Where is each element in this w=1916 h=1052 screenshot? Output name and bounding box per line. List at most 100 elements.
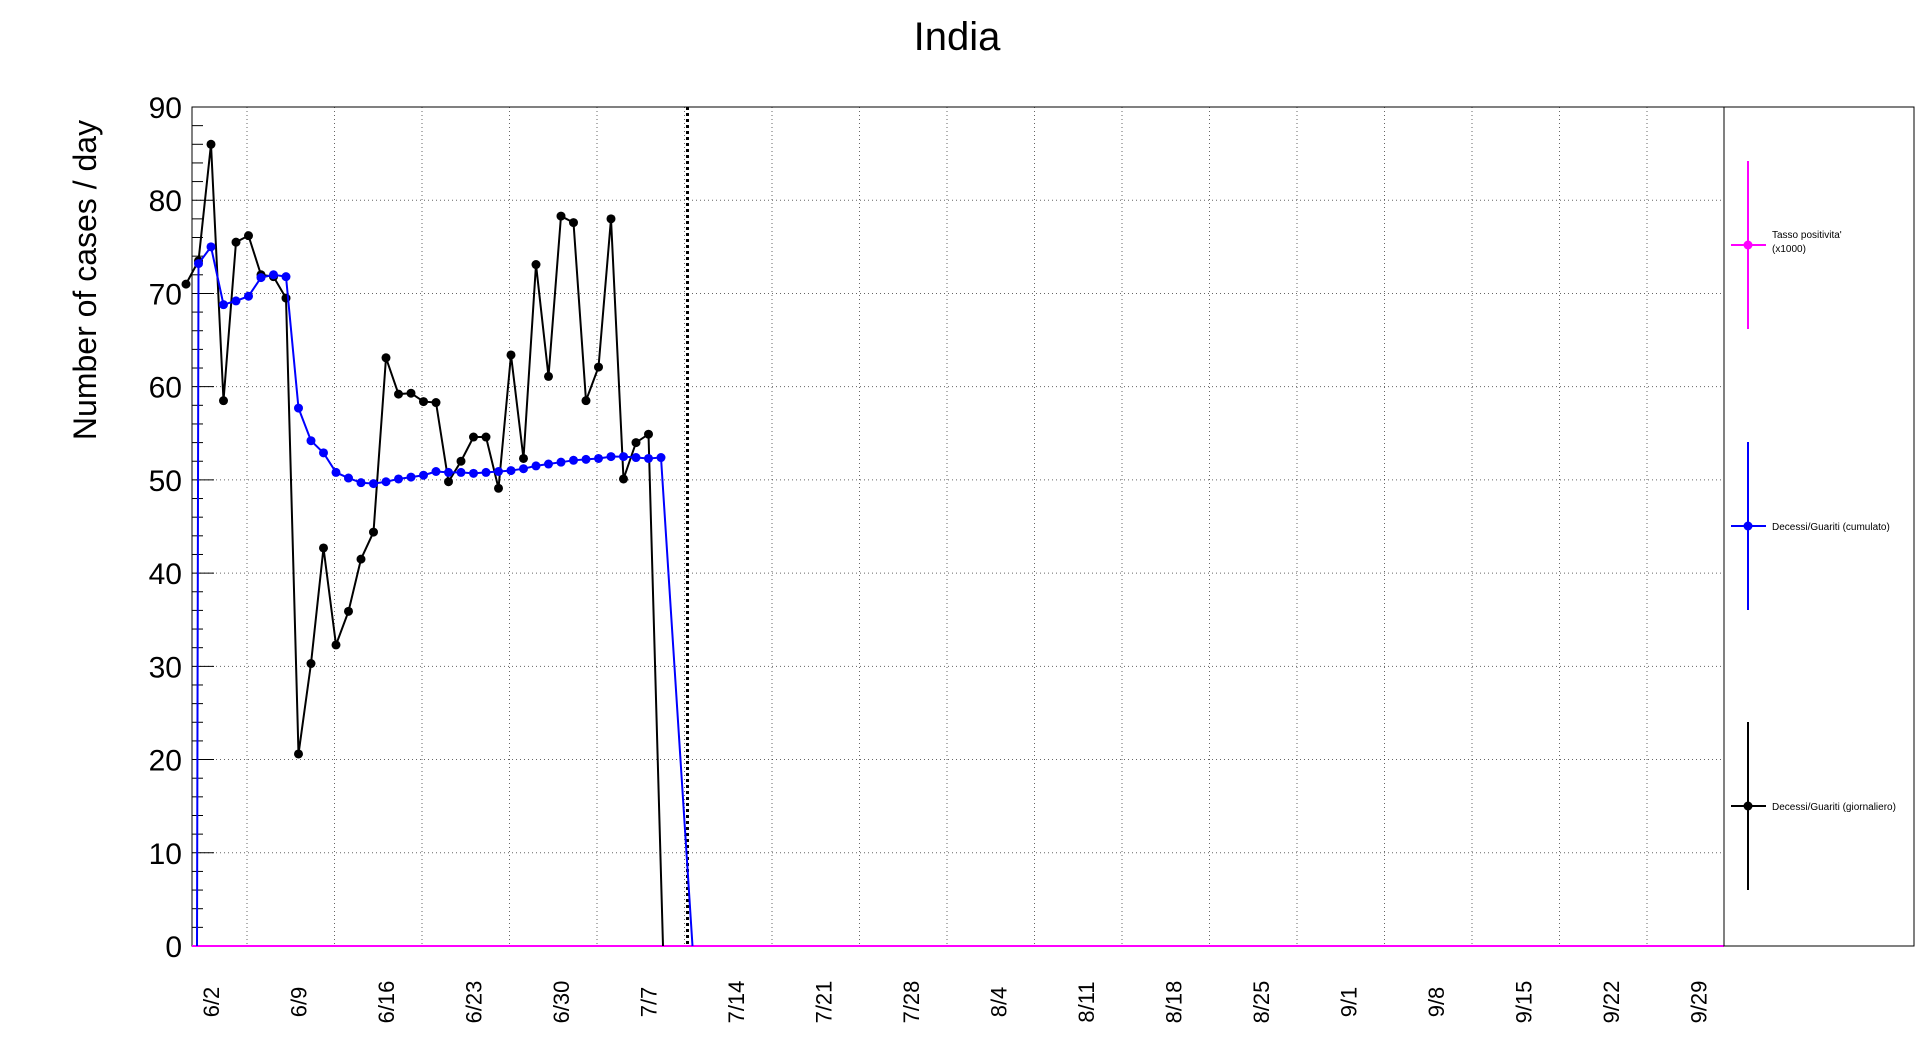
data-point-cumulative [294, 403, 303, 413]
x-tick-label: 7/28 [899, 981, 924, 1024]
legend-marker [1743, 801, 1753, 811]
y-axis: 0 10 20 30 40 50 60 70 80 90 [149, 92, 214, 964]
data-point-daily [306, 659, 316, 669]
legend-label: Tasso positivita' (x1000) [1772, 230, 1842, 255]
legend-entry-positivity: Tasso positivita' (x1000) [1731, 161, 1842, 329]
data-point-cumulative [306, 436, 316, 446]
data-point-cumulative [556, 457, 566, 467]
y-tick-label: 90 [149, 92, 182, 125]
data-point-daily [569, 218, 578, 228]
data-point-cumulative [631, 453, 641, 463]
data-point-daily [481, 432, 491, 442]
data-point-daily [181, 279, 191, 289]
x-tick-label: 6/30 [549, 981, 574, 1024]
data-point-daily [244, 231, 253, 241]
data-point-daily [494, 483, 503, 493]
grid [192, 107, 1735, 946]
data-point-cumulative [644, 453, 653, 463]
data-point-cumulative [519, 464, 528, 474]
data-point-cumulative [356, 478, 366, 488]
data-point-daily [619, 474, 628, 484]
y-tick-label: 20 [149, 745, 182, 778]
data-point-cumulative [619, 452, 628, 462]
data-point-daily [594, 362, 603, 372]
y-axis-label: Number of cases / day [67, 120, 103, 440]
data-point-daily [431, 398, 441, 408]
data-point-cumulative [231, 296, 241, 306]
data-point-cumulative [281, 272, 291, 282]
x-tick-label: 6/16 [374, 981, 399, 1024]
data-point-daily [206, 139, 216, 149]
data-point-daily [444, 477, 453, 487]
x-tick-label: 8/18 [1162, 981, 1187, 1024]
data-point-cumulative [431, 466, 441, 476]
x-tick-label: 7/7 [637, 987, 662, 1018]
data-point-cumulative [656, 453, 666, 463]
data-point-daily [294, 749, 303, 759]
data-point-daily [344, 606, 353, 616]
data-point-cumulative [481, 467, 491, 477]
data-point-cumulative [594, 453, 603, 463]
x-tick-label: 6/9 [287, 987, 312, 1018]
data-point-cumulative [369, 479, 378, 489]
data-point-cumulative [194, 259, 203, 269]
y-tick-label: 0 [165, 931, 182, 964]
x-tick-label: 9/29 [1687, 981, 1712, 1024]
legend-entry-cumulative: Decessi/Guariti (cumulato) [1731, 442, 1890, 610]
data-point-cumulative [581, 454, 591, 464]
data-point-daily [644, 429, 653, 439]
data-point-cumulative [469, 468, 478, 478]
data-point-daily [556, 211, 566, 221]
data-point-cumulative [269, 270, 278, 280]
series-cumulative [194, 242, 694, 947]
y-tick-label: 50 [149, 465, 182, 498]
data-point-daily [331, 640, 341, 650]
series-daily [181, 139, 664, 947]
x-tick-label: 8/11 [1074, 981, 1099, 1022]
data-point-daily [219, 396, 228, 406]
data-point-daily [581, 396, 591, 406]
data-point-daily [506, 350, 516, 360]
legend-label: Decessi/Guariti (giornaliero) [1772, 802, 1896, 813]
data-point-cumulative [244, 291, 253, 301]
data-point-daily [381, 353, 391, 363]
data-point-cumulative [381, 477, 391, 487]
data-point-daily [394, 389, 403, 399]
data-point-daily [531, 260, 541, 270]
y-tick-label: 80 [149, 185, 182, 218]
x-tick-label: 9/15 [1512, 981, 1537, 1024]
data-point-cumulative [456, 467, 466, 477]
data-point-daily [519, 453, 528, 463]
legend-marker [1743, 240, 1753, 250]
data-point-cumulative [394, 474, 403, 484]
data-point-cumulative [444, 467, 453, 477]
data-point-cumulative [544, 459, 553, 469]
data-point-daily [456, 456, 466, 466]
data-point-cumulative [606, 452, 616, 462]
y-tick-label: 60 [149, 372, 182, 405]
data-point-daily [369, 527, 378, 537]
data-point-cumulative [256, 273, 266, 283]
x-tick-label: 6/23 [462, 981, 487, 1024]
data-point-cumulative [319, 448, 328, 458]
data-point-cumulative [406, 472, 416, 482]
plot-frame [191, 106, 1725, 947]
x-tick-label: 7/14 [724, 981, 749, 1024]
legend-entry-daily: Decessi/Guariti (giornaliero) [1731, 722, 1896, 890]
x-tick-label: 8/25 [1249, 981, 1274, 1024]
data-point-daily [631, 438, 641, 448]
data-point-cumulative [219, 300, 228, 310]
legend-marker [1743, 521, 1753, 531]
data-point-cumulative [506, 466, 516, 476]
y-tick-label: 70 [149, 278, 182, 311]
data-point-daily [231, 237, 241, 247]
y-tick-label: 10 [149, 838, 182, 871]
x-tick-label: 9/22 [1599, 981, 1624, 1024]
data-point-cumulative [344, 473, 353, 483]
data-point-daily [544, 371, 553, 381]
data-point-daily [606, 214, 616, 224]
legend-label: Decessi/Guariti (cumulato) [1772, 522, 1890, 533]
y-tick-label: 40 [149, 558, 182, 591]
data-point-cumulative [569, 455, 578, 465]
